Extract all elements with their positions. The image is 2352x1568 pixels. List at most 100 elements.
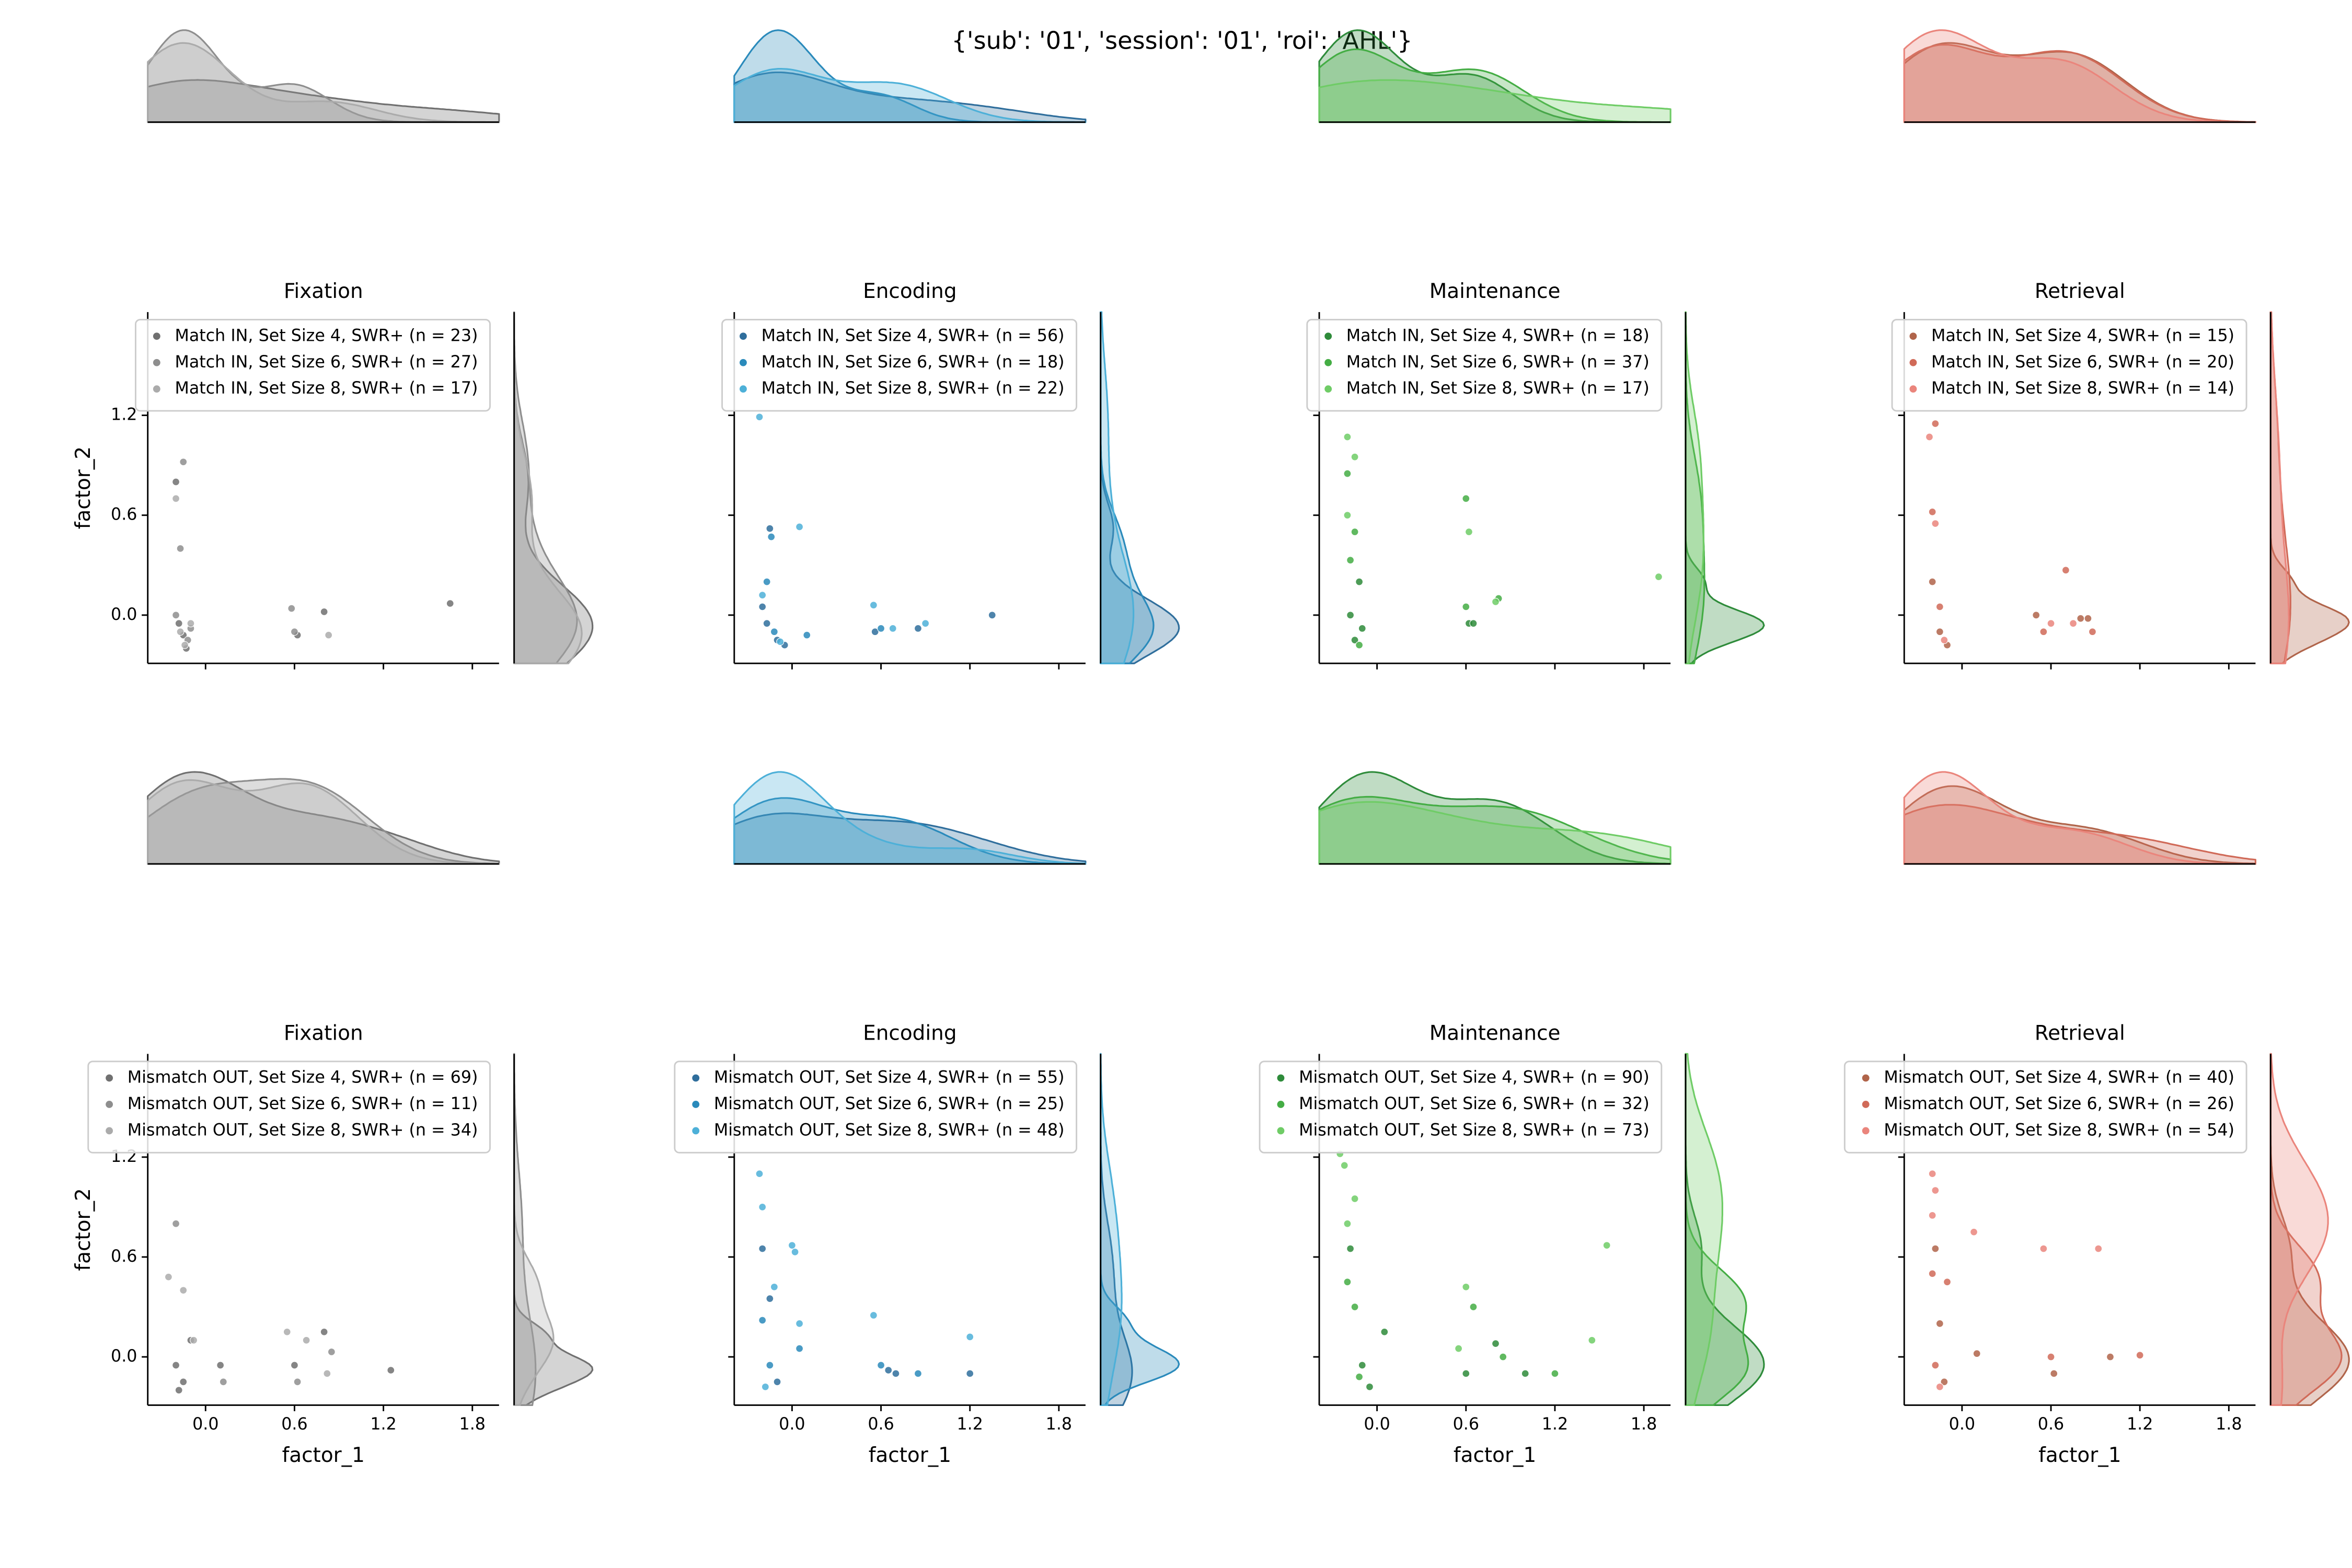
legend: Mismatch OUT, Set Size 4, SWR+ (n = 55) M… <box>674 1060 1078 1154</box>
legend-label: Mismatch OUT, Set Size 8, SWR+ (n = 34) <box>128 1121 478 1139</box>
legend-marker <box>1277 1074 1285 1082</box>
data-point <box>877 1361 885 1369</box>
data-point <box>1355 578 1364 586</box>
legend-label: Mismatch OUT, Set Size 6, SWR+ (n = 32) <box>1299 1094 1650 1113</box>
data-point <box>892 1369 900 1378</box>
data-point <box>1358 1361 1366 1369</box>
panel-title: Encoding <box>863 1021 956 1045</box>
data-point <box>325 631 333 639</box>
y-tick-label: 0.6 <box>111 505 137 524</box>
data-point <box>1931 1244 1940 1253</box>
data-point <box>172 494 180 503</box>
x-tick-label: 0.6 <box>868 1415 894 1434</box>
x-tick-label: 1.2 <box>370 1415 396 1434</box>
data-point <box>1928 1170 1936 1178</box>
legend-label: Mismatch OUT, Set Size 4, SWR+ (n = 90) <box>1299 1068 1650 1087</box>
data-point <box>966 1369 974 1378</box>
data-point <box>181 641 189 649</box>
legend-marker <box>1277 1127 1285 1135</box>
data-point <box>791 1248 799 1256</box>
figure-title: {'sub': '01', 'session': '01', 'roi': 'A… <box>952 26 1413 54</box>
data-point <box>766 524 774 533</box>
top-marginal-kde <box>147 779 500 865</box>
data-point <box>1943 1278 1952 1286</box>
data-point <box>1346 1244 1355 1253</box>
data-point <box>2039 628 2048 636</box>
x-axis-label: factor_1 <box>1454 1444 1536 1467</box>
top-marginal-kde <box>733 71 1087 123</box>
x-axis-label: factor_1 <box>869 1444 951 1467</box>
panel-title: Fixation <box>284 1021 363 1045</box>
x-tick-label: 1.8 <box>1631 1415 1657 1434</box>
data-point <box>889 624 897 632</box>
legend-frame <box>674 1060 1078 1154</box>
legend-label: Match IN, Set Size 6, SWR+ (n = 18) <box>762 353 1065 372</box>
x-axis-label: factor_1 <box>282 1444 365 1467</box>
data-point <box>2069 619 2078 628</box>
data-point <box>1462 1283 1470 1291</box>
legend: Match IN, Set Size 4, SWR+ (n = 56) Match… <box>721 319 1078 412</box>
data-point <box>763 619 771 628</box>
data-point <box>327 1348 336 1356</box>
data-point <box>758 591 767 599</box>
panel: Encoding Match IN, Set Size 4, SWR+ (n = … <box>721 29 1180 670</box>
right-marginal-kde <box>2269 311 2290 664</box>
right-marginal-kde <box>513 311 578 664</box>
right-marginal-kde <box>1685 1053 1723 1406</box>
data-point <box>1928 1270 1936 1278</box>
y-axis-label: factor_2 <box>72 446 95 529</box>
data-point <box>1462 494 1470 503</box>
legend-marker <box>1277 1101 1285 1108</box>
data-point <box>1935 603 1944 611</box>
data-point <box>219 1378 227 1386</box>
top-marginal-kde <box>1318 795 1671 865</box>
legend-marker <box>740 332 747 340</box>
data-point <box>1465 528 1473 536</box>
data-point <box>1380 1328 1389 1336</box>
legend: Mismatch OUT, Set Size 4, SWR+ (n = 69) M… <box>87 1060 491 1154</box>
data-point <box>914 1369 922 1378</box>
legend-label: Mismatch OUT, Set Size 6, SWR+ (n = 11) <box>128 1094 478 1113</box>
legend-frame <box>1891 319 2247 412</box>
data-point <box>1492 1340 1500 1348</box>
legend-marker <box>106 1127 113 1135</box>
x-axis-label: factor_1 <box>2038 1444 2121 1467</box>
legend-marker <box>1862 1074 1870 1082</box>
data-point <box>172 478 180 486</box>
data-point <box>795 1344 804 1353</box>
data-point <box>755 413 764 421</box>
legend-label: Match IN, Set Size 6, SWR+ (n = 27) <box>175 353 478 372</box>
legend-marker <box>1862 1101 1870 1108</box>
data-point <box>1455 1344 1463 1353</box>
legend-marker <box>1909 332 1917 340</box>
legend-label: Match IN, Set Size 4, SWR+ (n = 18) <box>1346 326 1650 345</box>
data-point <box>2050 1369 2058 1378</box>
panel: Retrieval Match IN, Set Size 4, SWR+ (n =… <box>1891 29 2350 670</box>
data-point <box>803 631 811 639</box>
data-point <box>176 544 185 552</box>
top-marginal-kde <box>733 67 1087 123</box>
data-point <box>1935 1382 1944 1391</box>
legend-label: Mismatch OUT, Set Size 6, SWR+ (n = 25) <box>714 1094 1065 1113</box>
data-point <box>758 1203 767 1211</box>
data-point <box>1588 1336 1596 1344</box>
legend-frame <box>1259 1060 1663 1154</box>
data-point <box>179 458 188 466</box>
legend-label: Match IN, Set Size 4, SWR+ (n = 23) <box>175 326 478 345</box>
x-tick-label: 1.8 <box>1046 1415 1072 1434</box>
y-tick-label: 0.6 <box>111 1247 137 1266</box>
data-point <box>1492 597 1500 606</box>
x-tick-label: 0.0 <box>779 1415 805 1434</box>
legend: Mismatch OUT, Set Size 4, SWR+ (n = 90) M… <box>1259 1060 1663 1154</box>
data-point <box>172 1361 180 1369</box>
data-point <box>323 1369 331 1378</box>
data-point <box>795 1319 804 1328</box>
legend-label: Mismatch OUT, Set Size 8, SWR+ (n = 54) <box>1884 1121 2234 1139</box>
data-point <box>290 1361 298 1369</box>
data-point <box>1365 1382 1374 1391</box>
x-tick-label: 0.0 <box>1949 1415 1975 1434</box>
data-point <box>869 601 878 609</box>
data-point <box>2077 614 2085 622</box>
legend-frame <box>87 1060 491 1154</box>
